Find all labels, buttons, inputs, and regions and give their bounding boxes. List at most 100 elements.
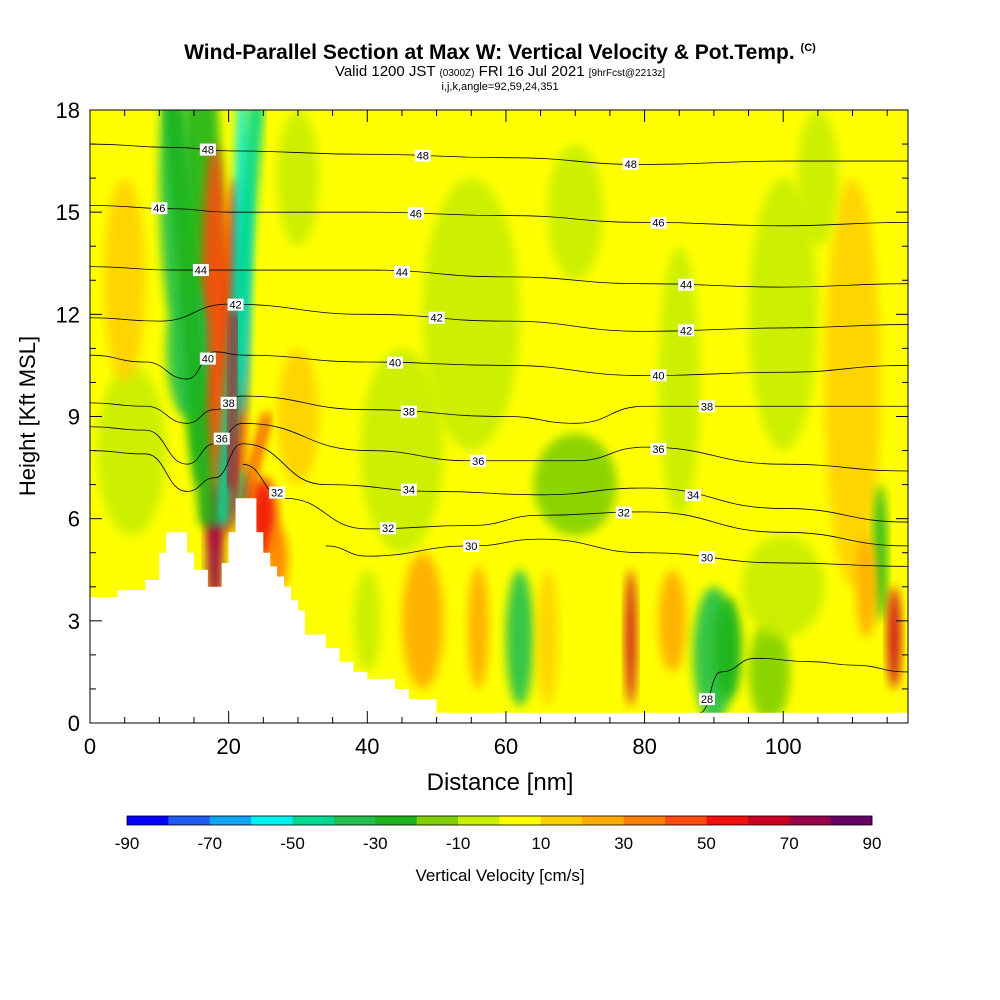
theta-label-bg-32-1 bbox=[380, 522, 397, 535]
theta-contour-40 bbox=[90, 351, 908, 380]
theta-label-bg-40-0 bbox=[199, 352, 216, 365]
colorbar-swatch-1 bbox=[168, 816, 211, 825]
theta-label-bg-38-1 bbox=[400, 405, 417, 418]
theta-label-48-2: 48 bbox=[625, 159, 637, 171]
theta-label-28-0: 28 bbox=[701, 694, 713, 706]
velocity-cell-9 bbox=[96, 365, 167, 536]
chart-subtitle: Valid 1200 JST (0300Z) FRI 16 Jul 2021 [… bbox=[0, 63, 1000, 81]
colorbar-tick-9: 90 bbox=[863, 834, 882, 853]
colorbar-swatch-6 bbox=[375, 816, 418, 825]
y-tick-label-12: 12 bbox=[56, 302, 80, 327]
velocity-cell-25 bbox=[748, 178, 818, 451]
colorbar-frame bbox=[126, 815, 873, 826]
colorbar-tick-1: -70 bbox=[197, 834, 222, 853]
theta-label-32-1: 32 bbox=[382, 523, 394, 535]
colorbar-swatch-7 bbox=[416, 816, 459, 825]
theta-label-bg-28-0 bbox=[698, 693, 715, 706]
theta-label-48-0: 48 bbox=[202, 145, 214, 157]
theta-label-42-2: 42 bbox=[680, 325, 692, 337]
theta-label-42-0: 42 bbox=[229, 300, 241, 312]
theta-label-bg-34-1 bbox=[685, 489, 702, 502]
theta-contour-32 bbox=[242, 463, 908, 547]
theta-label-bg-48-1 bbox=[414, 149, 431, 162]
theta-contour-48 bbox=[90, 143, 908, 165]
theta-label-bg-40-2 bbox=[650, 369, 667, 382]
colorbar-swatch-2 bbox=[209, 816, 252, 825]
theta-label-bg-44-1 bbox=[393, 265, 410, 278]
theta-label-38-2: 38 bbox=[701, 401, 713, 413]
y-tick-label-3: 3 bbox=[68, 609, 80, 634]
theta-label-bg-36-1 bbox=[470, 454, 487, 467]
theta-label-bg-42-1 bbox=[428, 311, 445, 324]
theta-label-bg-36-2 bbox=[650, 442, 667, 455]
theta-label-bg-32-0 bbox=[269, 486, 286, 499]
theta-label-42-1: 42 bbox=[430, 313, 442, 325]
theta-contour-36 bbox=[90, 422, 908, 472]
velocity-cell-29 bbox=[741, 535, 825, 638]
y-tick-label-15: 15 bbox=[56, 200, 80, 225]
colorbar-tick-5: 10 bbox=[531, 834, 550, 853]
chart-title: Wind-Parallel Section at Max W: Vertical… bbox=[0, 36, 1000, 65]
colorbar-swatch-16 bbox=[789, 816, 831, 825]
velocity-cell-37 bbox=[277, 348, 319, 485]
colorbar-tick-6: 30 bbox=[614, 834, 633, 853]
theta-label-48-1: 48 bbox=[417, 151, 429, 163]
x-tick-label-20: 20 bbox=[216, 734, 240, 759]
theta-contour-34 bbox=[90, 443, 908, 523]
theta-label-bg-46-2 bbox=[650, 216, 667, 229]
velocity-cell-24 bbox=[748, 620, 791, 723]
y-tick-label-6: 6 bbox=[68, 507, 80, 532]
velocity-cell-33 bbox=[797, 110, 839, 247]
copyright-mark: (C) bbox=[800, 42, 816, 54]
velocity-cell-32 bbox=[353, 569, 382, 672]
colorbar-tick-3: -30 bbox=[363, 834, 388, 853]
velocity-cell-14 bbox=[422, 178, 520, 451]
velocity-cell-15 bbox=[360, 348, 444, 553]
theta-label-40-1: 40 bbox=[389, 358, 401, 370]
valid-time: Valid 1200 JST bbox=[334, 63, 436, 80]
colorbar-tick-4: -10 bbox=[446, 834, 471, 853]
colorbar-swatch-8 bbox=[458, 816, 500, 825]
colorbar-swatch-10 bbox=[540, 816, 583, 825]
theta-label-bg-44-2 bbox=[678, 278, 695, 291]
velocity-cell-28 bbox=[887, 586, 902, 689]
theta-label-32-2: 32 bbox=[618, 508, 630, 520]
velocity-cell-16 bbox=[533, 433, 617, 536]
forecast-tag: [9hrFcst@2213z] bbox=[588, 68, 666, 79]
velocity-shading bbox=[96, 110, 902, 723]
velocity-cell-23 bbox=[713, 596, 742, 700]
velocity-cell-10 bbox=[103, 178, 146, 383]
theta-label-bg-48-2 bbox=[622, 157, 639, 170]
y-axis-label: Height [Kft MSL] bbox=[15, 336, 40, 496]
colorbar-swatch-14 bbox=[706, 816, 749, 825]
colorbar-swatch-12 bbox=[623, 816, 666, 825]
theta-label-44-0: 44 bbox=[195, 265, 207, 277]
colorbar-swatch-13 bbox=[665, 816, 707, 825]
theta-label-38-1: 38 bbox=[403, 407, 415, 419]
theta-label-34-0: 34 bbox=[403, 485, 415, 497]
theta-label-36-2: 36 bbox=[652, 444, 664, 456]
theta-contour-30 bbox=[325, 538, 908, 567]
velocity-cell-30 bbox=[856, 535, 877, 638]
velocity-cell-18 bbox=[467, 566, 489, 689]
theta-label-bg-38-0 bbox=[220, 396, 237, 409]
colorbar-swatch-9 bbox=[499, 816, 542, 825]
theta-label-bg-34-0 bbox=[400, 483, 417, 496]
theta-label-46-2: 46 bbox=[652, 218, 664, 230]
valid-utc: (0300Z) bbox=[439, 68, 475, 79]
colorbar-tick-8: 70 bbox=[780, 834, 799, 853]
x-tick-label-60: 60 bbox=[494, 734, 518, 759]
theta-label-bg-46-1 bbox=[407, 207, 424, 220]
velocity-cell-17 bbox=[505, 569, 534, 706]
colorbar-swatch-4 bbox=[292, 816, 335, 825]
theta-label-40-2: 40 bbox=[652, 370, 664, 382]
valid-date: FRI 16 Jul 2021 bbox=[478, 63, 585, 80]
x-tick-label-100: 100 bbox=[765, 734, 802, 759]
colorbar-swatch-17 bbox=[830, 816, 873, 825]
theta-label-32-0: 32 bbox=[271, 488, 283, 500]
theta-contour-42 bbox=[90, 303, 908, 332]
theta-label-40-0: 40 bbox=[202, 354, 214, 366]
theta-label-44-2: 44 bbox=[680, 280, 692, 292]
